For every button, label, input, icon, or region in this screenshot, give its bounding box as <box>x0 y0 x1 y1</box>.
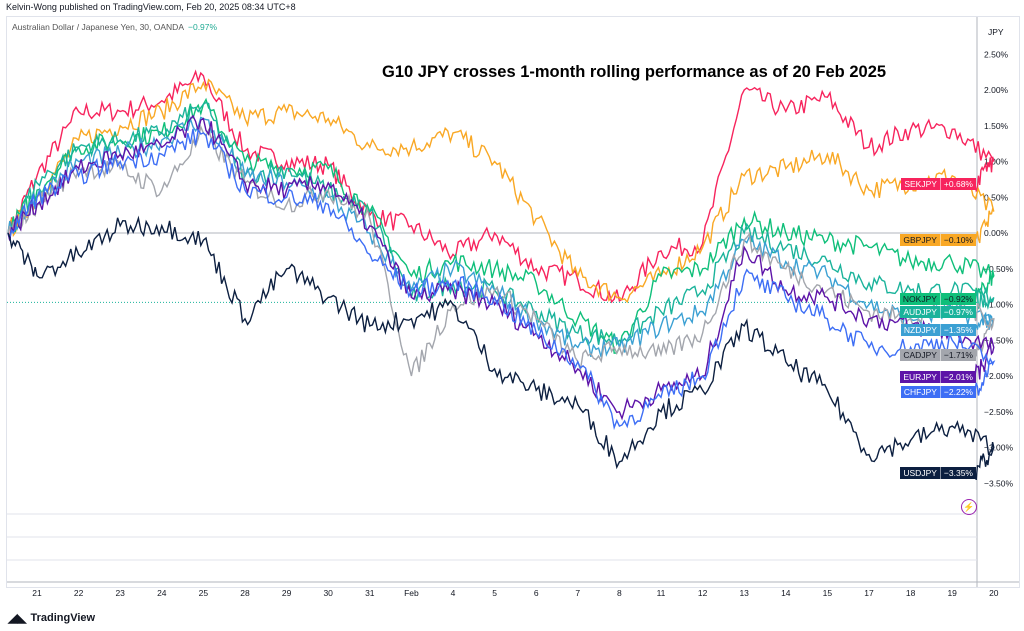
x-tick-label: 8 <box>617 588 622 598</box>
symbol-change: −0.97% <box>188 22 218 32</box>
series-line-nzdjpy[interactable] <box>7 116 995 358</box>
label-value: −0.92% <box>939 292 976 305</box>
last-value-label-gbpjpy[interactable]: GBPJPY −0.10% <box>900 234 976 247</box>
label-symbol: SEKJPY <box>904 179 937 190</box>
label-value: −2.22% <box>939 385 976 398</box>
x-tick-label: 6 <box>534 588 539 598</box>
last-value-label-sekjpy[interactable]: SEKJPY +0.68% <box>901 178 976 191</box>
y-tick-label: −2.00% <box>984 371 1014 381</box>
label-symbol: EURJPY <box>903 371 937 382</box>
y-tick-label: −1.50% <box>984 335 1014 345</box>
tv-logo-icon: ◢◣ <box>8 611 27 625</box>
last-value-label-cadjpy[interactable]: CADJPY −1.71% <box>900 349 976 362</box>
y-tick-label: 1.50% <box>984 121 1009 131</box>
x-tick-label: 23 <box>115 588 125 598</box>
y-tick-label: −2.50% <box>984 407 1014 417</box>
last-value-label-nokjpy[interactable]: NOKJPY −0.92% <box>899 292 976 305</box>
last-value-label-eurjpy[interactable]: EURJPY −2.01% <box>900 370 976 383</box>
lightning-icon[interactable]: ⚡ <box>961 499 977 515</box>
label-value: −1.35% <box>939 323 976 336</box>
publisher-line: Kelvin-Wong published on TradingView.com… <box>6 2 296 12</box>
x-tick-label: 28 <box>240 588 250 598</box>
x-tick-label: 18 <box>906 588 916 598</box>
series-line-gbpjpy[interactable] <box>7 78 995 304</box>
series-line-chfjpy[interactable] <box>7 127 996 431</box>
label-value: +0.68% <box>939 178 976 191</box>
symbol-legend[interactable]: Australian Dollar / Japanese Yen, 30, OA… <box>12 22 217 32</box>
y-tick-label: −3.50% <box>984 478 1014 488</box>
label-value: −0.97% <box>939 305 976 318</box>
last-value-label-audjpy[interactable]: AUDJPY −0.97% <box>900 305 976 318</box>
label-value: −0.10% <box>939 234 976 247</box>
y-tick-label: 2.00% <box>984 85 1009 95</box>
x-tick-label: 19 <box>947 588 957 598</box>
x-tick-label: 31 <box>365 588 375 598</box>
x-tick-label: 11 <box>657 588 666 598</box>
y-tick-label: 0.00% <box>984 228 1009 238</box>
currency-label[interactable]: JPY <box>988 27 1004 37</box>
label-value: −3.35% <box>939 466 976 479</box>
y-tick-label: 2.50% <box>984 49 1009 59</box>
last-value-label-usdjpy[interactable]: USDJPY −3.35% <box>900 466 976 479</box>
x-tick-label: 12 <box>698 588 708 598</box>
chart-frame <box>6 16 1020 588</box>
label-symbol: GBPJPY <box>903 235 937 246</box>
x-tick-label: 7 <box>575 588 580 598</box>
label-value: −1.71% <box>939 349 976 362</box>
x-tick-label: 13 <box>739 588 749 598</box>
x-tick-label: 15 <box>823 588 833 598</box>
x-tick-label: 5 <box>492 588 497 598</box>
label-symbol: AUDJPY <box>903 306 937 317</box>
label-symbol: NZDJPY <box>903 324 937 335</box>
series-line-sekjpy[interactable] <box>7 69 995 304</box>
label-symbol: USDJPY <box>903 467 937 478</box>
series-line-eurjpy[interactable] <box>7 114 995 421</box>
y-tick-label: 1.00% <box>984 157 1009 167</box>
label-symbol: NOKJPY <box>902 293 937 304</box>
chart-title: G10 JPY crosses 1-month rolling performa… <box>382 63 887 81</box>
x-tick-label: Feb <box>404 588 419 598</box>
last-value-label-nzdjpy[interactable]: NZDJPY −1.35% <box>900 323 976 336</box>
last-value-label-chfjpy[interactable]: CHFJPY −2.22% <box>900 385 976 398</box>
tradingview-logo[interactable]: ◢◣ TradingView <box>8 611 95 625</box>
x-tick-label: 22 <box>74 588 84 598</box>
label-symbol: CADJPY <box>903 350 937 361</box>
x-tick-label: 29 <box>282 588 292 598</box>
y-tick-label: 0.50% <box>984 192 1009 202</box>
label-value: −2.01% <box>939 370 976 383</box>
label-symbol: CHFJPY <box>903 386 937 397</box>
y-tick-label: −3.00% <box>984 443 1014 453</box>
brand-text: TradingView <box>30 612 96 624</box>
series-line-cadjpy[interactable] <box>7 124 995 377</box>
y-tick-label: −1.00% <box>984 300 1014 310</box>
x-tick-label: 30 <box>323 588 333 598</box>
symbol-name: Australian Dollar / Japanese Yen, 30, OA… <box>12 22 184 32</box>
x-tick-label: 20 <box>989 588 999 598</box>
x-tick-label: 4 <box>451 588 456 598</box>
series-line-usdjpy[interactable] <box>7 215 995 481</box>
series-line-nokjpy[interactable] <box>7 97 995 354</box>
x-tick-label: 21 <box>32 588 42 598</box>
x-tick-label: 24 <box>157 588 167 598</box>
x-tick-label: 14 <box>781 588 791 598</box>
y-tick-label: −0.50% <box>984 264 1014 274</box>
x-tick-label: 17 <box>864 588 874 598</box>
x-tick-label: 25 <box>199 588 209 598</box>
